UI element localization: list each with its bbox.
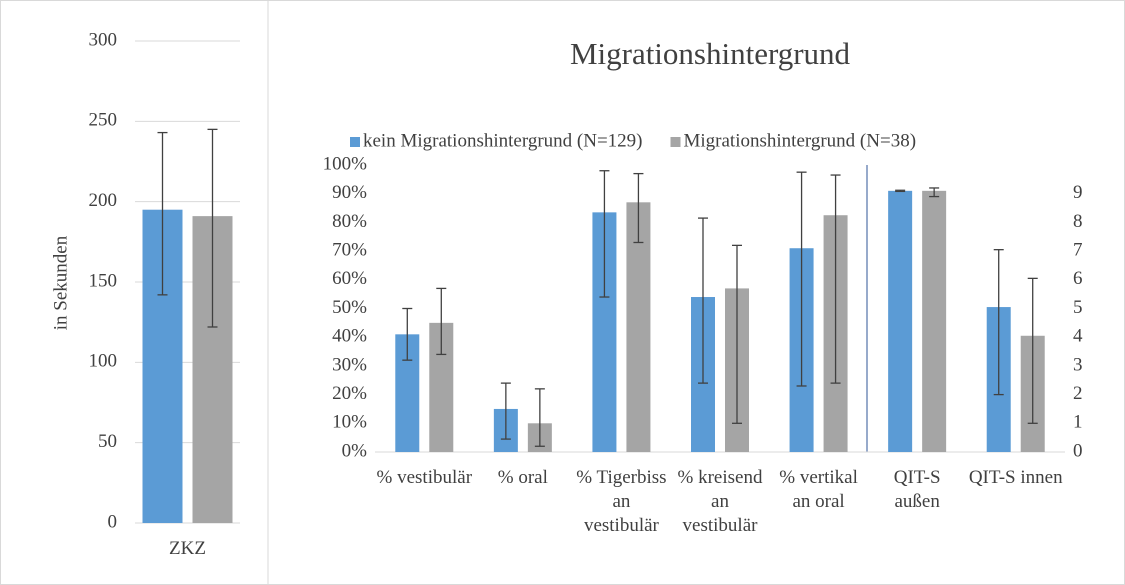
error-bar	[207, 128, 218, 328]
error-bar	[929, 187, 940, 198]
y2-tick-label: 6	[1073, 268, 1083, 289]
x-tick-label: % kreisend an vestibulär	[677, 467, 763, 536]
y2-tick-label: 5	[1073, 297, 1083, 318]
y-tick-label: 300	[89, 29, 118, 50]
legend-label: kein Migrationshintergrund (N=129)	[363, 130, 643, 151]
y-tick-label: 40%	[332, 326, 367, 347]
y-tick-label: 30%	[332, 354, 367, 375]
y-tick-label: 60%	[332, 268, 367, 289]
error-bar	[796, 171, 807, 387]
y2-tick-label: 2	[1073, 383, 1083, 404]
x-tick-label: % Tigerbiss an vestibulär	[576, 467, 667, 536]
chart-title: Migrationshintergrund	[570, 36, 851, 71]
error-bar	[830, 174, 841, 384]
y2-tick-label: 8	[1073, 211, 1083, 232]
error-bar	[157, 131, 168, 296]
y-tick-label: 200	[89, 190, 118, 211]
x-tick-label: ZKZ	[169, 538, 206, 559]
y-tick-label: 20%	[332, 383, 367, 404]
bar	[626, 202, 651, 452]
error-bar	[993, 249, 1004, 396]
error-bar	[895, 189, 906, 193]
y-tick-label: 70%	[332, 239, 367, 260]
error-bar	[500, 382, 511, 440]
bar	[888, 190, 913, 452]
error-bar	[698, 217, 708, 384]
y2-tick-label: 4	[1073, 326, 1083, 347]
y-tick-label: 10%	[332, 412, 367, 433]
x-tick-label: % vertikal an oral	[779, 467, 858, 512]
legend-swatch	[350, 137, 360, 147]
error-bar	[402, 307, 413, 361]
y2-tick-label: 3	[1073, 354, 1083, 375]
y-tick-label: 100%	[323, 153, 368, 174]
error-bar	[599, 170, 610, 298]
y2-tick-label: 7	[1073, 239, 1083, 260]
x-tick-label: QIT-S innen	[968, 467, 1063, 488]
y2-tick-label: 1	[1073, 412, 1083, 433]
y-tick-label: 80%	[332, 211, 367, 232]
y-tick-label: 100	[89, 351, 118, 372]
error-bar	[1027, 277, 1038, 424]
y-tick-label: 50%	[332, 297, 367, 318]
error-bar	[633, 172, 644, 244]
y-tick-label: 0%	[342, 440, 368, 461]
y-tick-label: 90%	[332, 182, 367, 203]
x-tick-label: % oral	[497, 467, 548, 488]
bar	[922, 190, 947, 452]
error-bar	[436, 287, 447, 356]
x-tick-label: QIT-S außen	[893, 467, 941, 512]
y-tick-label: 50	[98, 431, 117, 452]
legend-label: Migrationshintergrund (N=38)	[684, 130, 917, 151]
legend-swatch	[670, 137, 681, 147]
y-tick-label: 150	[89, 270, 118, 291]
x-tick-label: % vestibulär	[376, 467, 473, 488]
error-bar	[534, 388, 545, 447]
error-bar	[732, 244, 742, 424]
y-axis-label: in Sekunden	[50, 235, 71, 330]
y2-tick-label: 9	[1073, 182, 1083, 203]
y-tick-label: 250	[89, 110, 118, 131]
y2-tick-label: 0	[1073, 440, 1083, 461]
y-tick-label: 0	[108, 511, 118, 532]
